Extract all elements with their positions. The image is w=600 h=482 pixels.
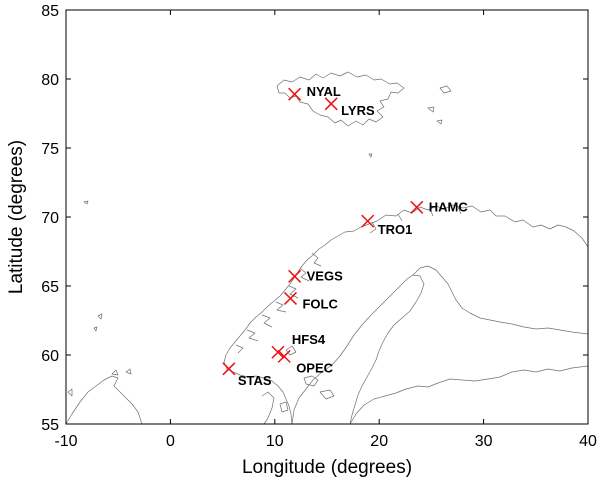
- y-tick-label: 55: [41, 417, 59, 434]
- axis-ticks: [65, 9, 589, 425]
- mainland-coast: [223, 204, 588, 424]
- x-tick-label: 20: [370, 433, 388, 450]
- coastlines: [66, 71, 588, 424]
- y-axis-title: Latitude (degrees): [6, 140, 27, 294]
- x-tick-label: 10: [266, 433, 284, 450]
- station-marker-hfs4: [271, 345, 285, 359]
- baltic-coast: [291, 274, 425, 424]
- baltic-south: [349, 365, 588, 424]
- station-markers: [222, 87, 424, 376]
- x-tick-label: 0: [166, 433, 175, 450]
- station-marker-lyrs: [324, 97, 338, 111]
- scotland-coast: [66, 375, 143, 424]
- denmark-coast: [261, 391, 289, 424]
- station-marker-nyal: [288, 87, 302, 101]
- norway-fjords: [235, 206, 462, 354]
- station-label-lyrs: LYRS: [341, 103, 375, 118]
- x-tick-labels: -10 0 10 20 30 40: [54, 433, 597, 450]
- shetland-orkney: [67, 200, 132, 397]
- y-tick-label: 80: [41, 72, 59, 89]
- lakes-sweden: [285, 345, 335, 400]
- station-marker-opec: [277, 349, 291, 363]
- x-axis-title: Longitude (degrees): [242, 457, 412, 478]
- x-tick-label: 40: [579, 433, 597, 450]
- station-marker-stas: [222, 362, 236, 376]
- svalbard-coast: [276, 71, 405, 127]
- svalbard-islands: [368, 85, 452, 158]
- station-label-stas: STAS: [238, 373, 272, 388]
- x-tick-label: -10: [54, 433, 77, 450]
- y-tick-label: 70: [41, 210, 59, 227]
- station-marker-tro1: [361, 214, 375, 228]
- station-label-folc: FOLC: [302, 296, 338, 311]
- station-marker-hamc: [410, 200, 424, 214]
- y-tick-label: 60: [41, 348, 59, 365]
- station-label-hfs4: HFS4: [292, 332, 326, 347]
- station-label-nyal: NYAL: [307, 84, 341, 99]
- station-marker-folc: [283, 291, 297, 305]
- x-tick-label: 30: [475, 433, 493, 450]
- y-tick-labels: 55 60 65 70 75 80 85: [41, 3, 59, 434]
- station-label-hamc: HAMC: [429, 199, 469, 214]
- y-tick-label: 65: [41, 279, 59, 296]
- station-label-opec: OPEC: [296, 360, 333, 375]
- station-label-vegs: VEGS: [307, 268, 343, 283]
- station-marker-vegs: [288, 269, 302, 283]
- finland-coast: [412, 265, 588, 335]
- plot-background: [66, 10, 588, 424]
- y-tick-label: 85: [41, 3, 59, 20]
- y-tick-label: 75: [41, 141, 59, 158]
- station-label-tro1: TRO1: [378, 222, 413, 237]
